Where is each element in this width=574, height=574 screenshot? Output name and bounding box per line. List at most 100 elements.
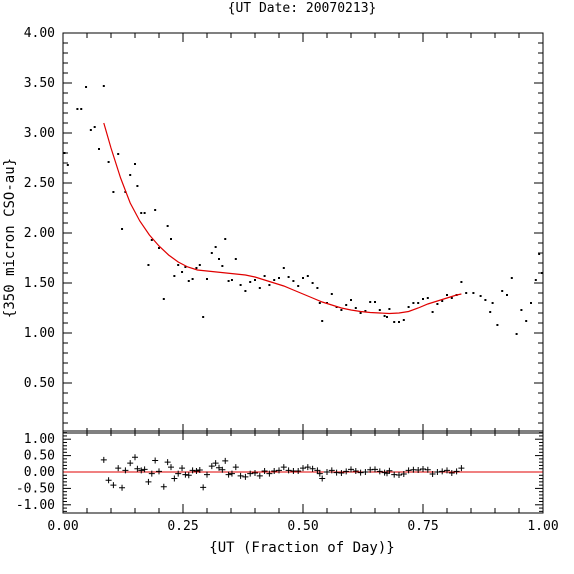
residual-y-tick-label: -0.50 xyxy=(16,481,55,496)
residual-point xyxy=(386,467,393,474)
residual-point xyxy=(453,468,460,475)
data-point xyxy=(184,266,187,268)
data-point xyxy=(446,294,448,296)
residual-point xyxy=(256,472,263,479)
data-point xyxy=(417,302,420,304)
residual-point xyxy=(247,470,254,477)
residual-point xyxy=(280,464,287,471)
residual-point xyxy=(316,470,323,477)
data-point xyxy=(107,161,110,163)
residual-point xyxy=(271,468,278,475)
residual-point xyxy=(424,466,431,473)
residual-point xyxy=(189,467,196,474)
data-point xyxy=(393,321,396,323)
residual-point xyxy=(160,483,167,490)
data-point xyxy=(221,265,224,267)
residual-point xyxy=(328,467,335,474)
residual-y-tick-label: 1.00 xyxy=(24,432,55,447)
residual-point xyxy=(171,475,178,482)
residual-point xyxy=(285,467,292,474)
data-point xyxy=(378,309,381,311)
data-point xyxy=(340,309,343,311)
residual-point xyxy=(242,473,249,480)
residual-point xyxy=(185,472,192,479)
data-point xyxy=(282,267,285,269)
data-point xyxy=(80,108,83,110)
data-point xyxy=(268,284,271,286)
data-point xyxy=(278,277,280,279)
data-point xyxy=(465,292,468,294)
residual-point xyxy=(132,454,138,461)
residual-point xyxy=(458,465,465,472)
residual-point xyxy=(115,465,122,472)
residual-point xyxy=(145,478,152,485)
data-point xyxy=(224,238,227,240)
data-point xyxy=(154,209,157,211)
data-point xyxy=(102,85,105,87)
data-point xyxy=(431,311,434,313)
data-point xyxy=(210,252,213,254)
data-point xyxy=(321,320,324,322)
data-point xyxy=(66,164,69,166)
residual-point xyxy=(420,466,426,473)
data-point xyxy=(162,298,165,300)
data-point xyxy=(515,333,518,335)
data-point xyxy=(140,212,143,214)
main-y-tick-label: 3.50 xyxy=(24,76,55,91)
data-point xyxy=(63,152,66,154)
residual-point xyxy=(225,471,232,478)
data-point xyxy=(202,316,205,318)
residual-point xyxy=(232,464,239,471)
residual-point xyxy=(208,463,215,470)
main-y-ticks xyxy=(63,32,543,434)
data-point xyxy=(460,281,463,283)
residual-point xyxy=(319,475,326,482)
data-point xyxy=(510,277,513,279)
residual-point xyxy=(138,467,145,474)
residual-point xyxy=(405,467,412,474)
data-point xyxy=(398,321,400,323)
residual-point xyxy=(362,469,369,475)
data-point xyxy=(441,300,444,302)
data-point xyxy=(489,311,492,313)
residual-point xyxy=(105,477,112,484)
main-y-tick-label: 3.00 xyxy=(24,126,55,141)
residual-point xyxy=(396,471,402,478)
data-point xyxy=(422,298,424,300)
data-point xyxy=(297,285,300,287)
data-point xyxy=(85,86,88,88)
residual-point xyxy=(376,468,383,475)
residual-point xyxy=(212,460,219,467)
data-point xyxy=(129,174,132,176)
data-point xyxy=(227,280,230,282)
data-point xyxy=(191,278,194,280)
main-y-tick-label: 1.50 xyxy=(24,276,55,291)
data-point xyxy=(369,301,372,303)
residual-point xyxy=(434,469,441,475)
residual-point xyxy=(119,484,126,491)
residual-point xyxy=(196,467,203,474)
x-tick-labels: 0.00 0.25 0.50 0.75 1.00 xyxy=(47,519,558,534)
data-point xyxy=(98,148,100,150)
residual-y-tick-labels: 1.00 0.500.00-0.50 -1.00 xyxy=(16,432,55,513)
residual-point xyxy=(216,464,222,471)
data-point xyxy=(350,299,352,301)
residual-point xyxy=(348,466,354,473)
data-point xyxy=(436,303,439,305)
residual-point xyxy=(219,466,226,473)
residual-point xyxy=(148,470,155,477)
main-y-tick-labels: 0.50 1.00 1.50 2.00 2.50 3.00 3.50 4.00 xyxy=(24,26,55,391)
data-point xyxy=(292,280,295,282)
data-point xyxy=(374,301,376,303)
data-point xyxy=(472,292,475,294)
data-point xyxy=(158,247,160,249)
x-tick-label: 0.00 xyxy=(47,519,78,534)
data-point xyxy=(76,108,79,110)
data-point xyxy=(302,277,304,279)
data-point xyxy=(239,284,242,286)
main-y-tick-label: 0.50 xyxy=(24,376,55,391)
data-point xyxy=(318,302,321,304)
residual-point xyxy=(141,466,148,473)
residual-point xyxy=(100,456,107,463)
data-point xyxy=(195,267,198,269)
